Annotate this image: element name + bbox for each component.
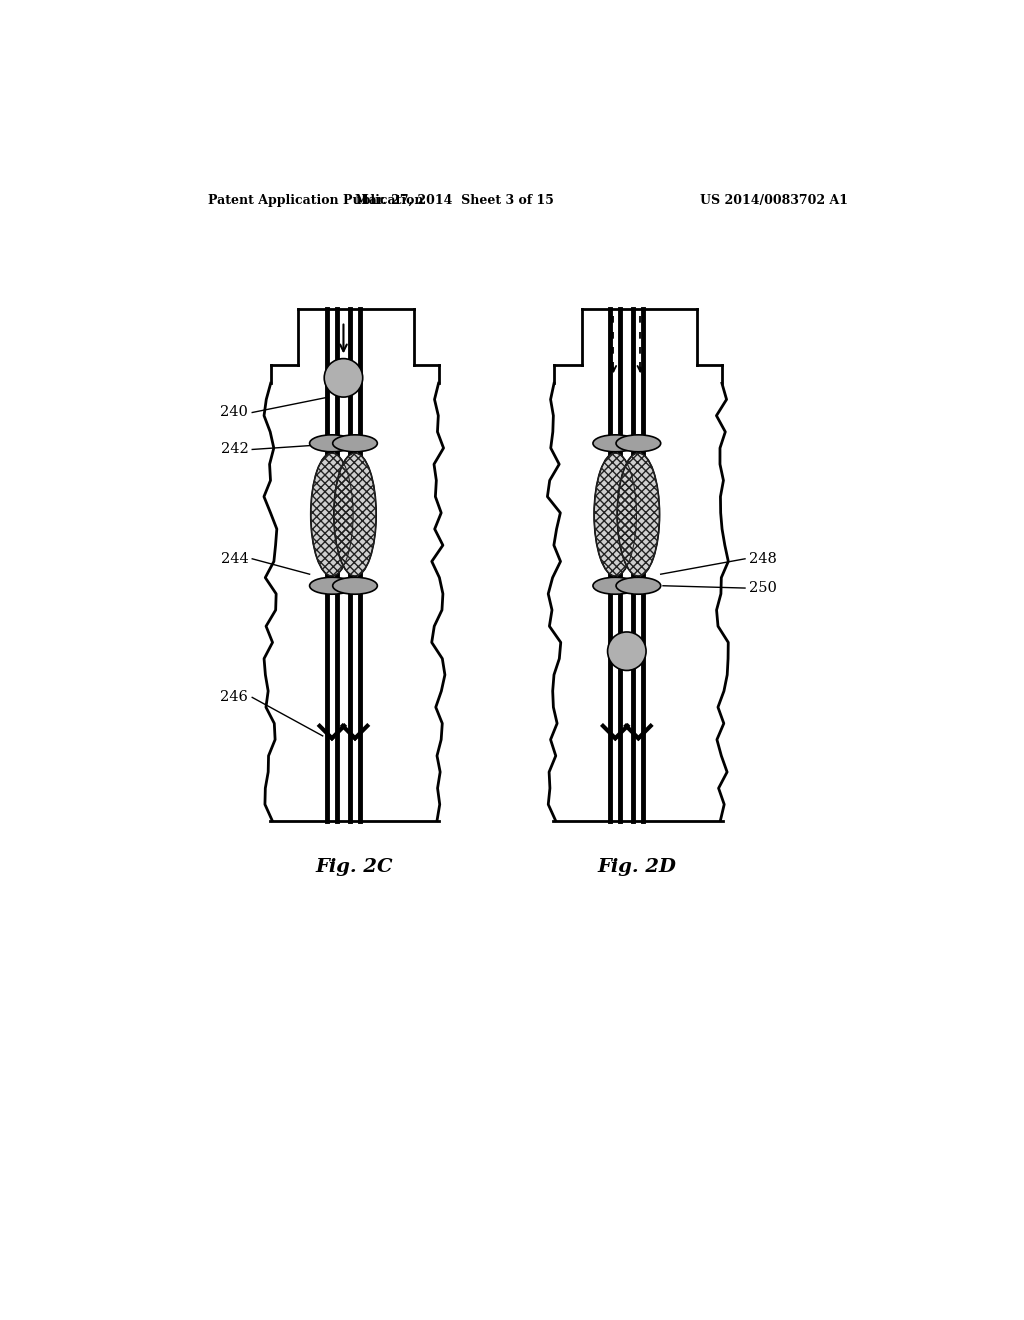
Circle shape	[607, 632, 646, 671]
Ellipse shape	[334, 453, 376, 576]
Text: US 2014/0083702 A1: US 2014/0083702 A1	[700, 194, 848, 207]
Text: 250: 250	[749, 581, 777, 595]
Ellipse shape	[593, 577, 638, 594]
Ellipse shape	[309, 577, 354, 594]
Ellipse shape	[310, 453, 353, 576]
Text: Mar. 27, 2014  Sheet 3 of 15: Mar. 27, 2014 Sheet 3 of 15	[354, 194, 553, 207]
Text: Patent Application Publication: Patent Application Publication	[208, 194, 423, 207]
Text: 244: 244	[220, 552, 249, 566]
Ellipse shape	[309, 434, 354, 451]
Ellipse shape	[616, 434, 660, 451]
Circle shape	[325, 359, 362, 397]
Text: 246: 246	[220, 690, 249, 705]
Ellipse shape	[616, 577, 660, 594]
Text: Fig. 2C: Fig. 2C	[315, 858, 392, 875]
Text: 242: 242	[220, 442, 249, 457]
Text: 240: 240	[220, 405, 249, 420]
Ellipse shape	[594, 453, 637, 576]
Text: 248: 248	[749, 552, 777, 566]
Text: Fig. 2D: Fig. 2D	[598, 858, 677, 875]
Ellipse shape	[617, 453, 659, 576]
Ellipse shape	[333, 577, 378, 594]
Ellipse shape	[333, 434, 378, 451]
Ellipse shape	[593, 434, 638, 451]
